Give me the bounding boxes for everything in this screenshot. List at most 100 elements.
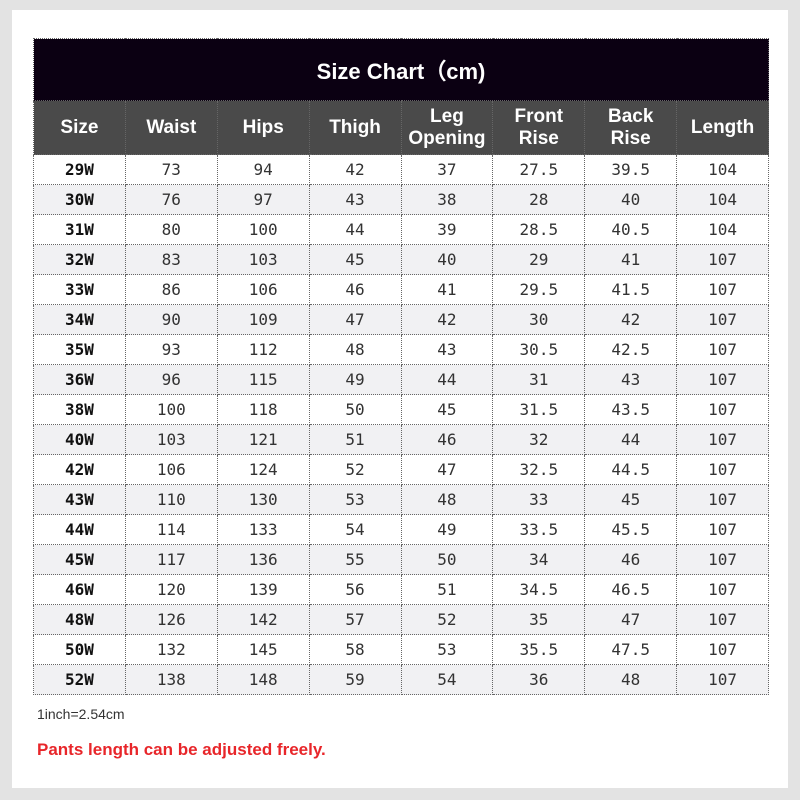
measurement-cell: 52 bbox=[400, 604, 494, 635]
measurement-cell: 41 bbox=[584, 244, 678, 275]
size-cell: 30W bbox=[33, 184, 126, 215]
column-header: Size bbox=[33, 100, 126, 155]
measurement-cell: 107 bbox=[676, 244, 769, 275]
measurement-cell: 54 bbox=[400, 664, 494, 695]
measurement-cell: 39 bbox=[400, 214, 494, 245]
table-row: 42W 106 124 52 47 32.5 44.5 107 bbox=[33, 454, 769, 485]
size-cell: 40W bbox=[33, 424, 126, 455]
measurement-cell: 41 bbox=[400, 274, 494, 305]
measurement-cell: 148 bbox=[216, 664, 310, 695]
measurement-cell: 49 bbox=[308, 364, 402, 395]
size-chart-table: Size Chart（cm) Size Waist Hips Thigh Leg Ope… bbox=[33, 38, 769, 695]
measurement-cell: 76 bbox=[124, 184, 218, 215]
measurement-cell: 48 bbox=[400, 484, 494, 515]
measurement-cell: 44 bbox=[308, 214, 402, 245]
measurement-cell: 27.5 bbox=[492, 154, 586, 185]
size-cell: 52W bbox=[33, 664, 126, 695]
measurement-cell: 43 bbox=[584, 364, 678, 395]
measurement-cell: 37 bbox=[400, 154, 494, 185]
measurement-cell: 103 bbox=[216, 244, 310, 275]
measurement-cell: 53 bbox=[308, 484, 402, 515]
measurement-cell: 46 bbox=[308, 274, 402, 305]
measurement-cell: 107 bbox=[676, 664, 769, 695]
measurement-cell: 107 bbox=[676, 484, 769, 515]
size-cell: 33W bbox=[33, 274, 126, 305]
header-row: Size Waist Hips Thigh Leg Opening Front Rise B… bbox=[33, 100, 769, 155]
measurement-cell: 48 bbox=[584, 664, 678, 695]
measurement-cell: 29.5 bbox=[492, 274, 586, 305]
measurement-cell: 114 bbox=[124, 514, 218, 545]
measurement-cell: 103 bbox=[124, 424, 218, 455]
measurement-cell: 43 bbox=[308, 184, 402, 215]
table-row: 29W 73 94 42 37 27.5 39.5 104 bbox=[33, 154, 769, 185]
measurement-cell: 96 bbox=[124, 364, 218, 395]
measurement-cell: 30 bbox=[492, 304, 586, 335]
measurement-cell: 46.5 bbox=[584, 574, 678, 605]
measurement-cell: 107 bbox=[676, 274, 769, 305]
measurement-cell: 55 bbox=[308, 544, 402, 575]
measurement-cell: 109 bbox=[216, 304, 310, 335]
size-cell: 48W bbox=[33, 604, 126, 635]
column-header: Hips bbox=[216, 100, 310, 155]
measurement-cell: 51 bbox=[308, 424, 402, 455]
table-row: 36W 96 115 49 44 31 43 107 bbox=[33, 364, 769, 395]
measurement-cell: 43 bbox=[400, 334, 494, 365]
measurement-cell: 38 bbox=[400, 184, 494, 215]
measurement-cell: 136 bbox=[216, 544, 310, 575]
measurement-cell: 107 bbox=[676, 454, 769, 485]
measurement-cell: 43.5 bbox=[584, 394, 678, 425]
size-cell: 45W bbox=[33, 544, 126, 575]
size-cell: 50W bbox=[33, 634, 126, 665]
table-row: 34W 90 109 47 42 30 42 107 bbox=[33, 304, 769, 335]
measurement-cell: 57 bbox=[308, 604, 402, 635]
measurement-cell: 44.5 bbox=[584, 454, 678, 485]
size-cell: 36W bbox=[33, 364, 126, 395]
measurement-cell: 51 bbox=[400, 574, 494, 605]
measurement-cell: 124 bbox=[216, 454, 310, 485]
table-row: 31W 80 100 44 39 28.5 40.5 104 bbox=[33, 214, 769, 245]
size-cell: 38W bbox=[33, 394, 126, 425]
measurement-cell: 46 bbox=[400, 424, 494, 455]
measurement-cell: 42 bbox=[584, 304, 678, 335]
measurement-cell: 110 bbox=[124, 484, 218, 515]
measurement-cell: 41.5 bbox=[584, 274, 678, 305]
table-row: 33W 86 106 46 41 29.5 41.5 107 bbox=[33, 274, 769, 305]
measurement-cell: 100 bbox=[216, 214, 310, 245]
size-cell: 35W bbox=[33, 334, 126, 365]
measurement-cell: 93 bbox=[124, 334, 218, 365]
table-row: 48W 126 142 57 52 35 47 107 bbox=[33, 604, 769, 635]
measurement-cell: 44 bbox=[584, 424, 678, 455]
measurement-cell: 50 bbox=[400, 544, 494, 575]
table-row: 40W 103 121 51 46 32 44 107 bbox=[33, 424, 769, 455]
measurement-cell: 40 bbox=[584, 184, 678, 215]
measurement-cell: 47 bbox=[308, 304, 402, 335]
table-row: 43W 110 130 53 48 33 45 107 bbox=[33, 484, 769, 515]
measurement-cell: 142 bbox=[216, 604, 310, 635]
measurement-cell: 107 bbox=[676, 544, 769, 575]
measurement-cell: 47 bbox=[400, 454, 494, 485]
size-cell: 34W bbox=[33, 304, 126, 335]
measurement-cell: 73 bbox=[124, 154, 218, 185]
measurement-cell: 48 bbox=[308, 334, 402, 365]
size-cell: 44W bbox=[33, 514, 126, 545]
measurement-cell: 115 bbox=[216, 364, 310, 395]
measurement-cell: 31.5 bbox=[492, 394, 586, 425]
measurement-cell: 107 bbox=[676, 604, 769, 635]
column-header: Back Rise bbox=[584, 100, 678, 155]
measurement-cell: 130 bbox=[216, 484, 310, 515]
table-body: 29W 73 94 42 37 27.5 39.5 104 30W 76 97 43 38 28 40 104… bbox=[33, 154, 769, 695]
size-cell: 42W bbox=[33, 454, 126, 485]
measurement-cell: 53 bbox=[400, 634, 494, 665]
chart-title: Size Chart（cm) bbox=[33, 38, 769, 101]
measurement-cell: 107 bbox=[676, 304, 769, 335]
measurement-cell: 33 bbox=[492, 484, 586, 515]
measurement-cell: 107 bbox=[676, 424, 769, 455]
measurement-cell: 90 bbox=[124, 304, 218, 335]
measurement-cell: 86 bbox=[124, 274, 218, 305]
measurement-cell: 132 bbox=[124, 634, 218, 665]
table-row: 38W 100 118 50 45 31.5 43.5 107 bbox=[33, 394, 769, 425]
measurement-cell: 58 bbox=[308, 634, 402, 665]
size-cell: 43W bbox=[33, 484, 126, 515]
column-header: Thigh bbox=[308, 100, 402, 155]
table-row: 45W 117 136 55 50 34 46 107 bbox=[33, 544, 769, 575]
